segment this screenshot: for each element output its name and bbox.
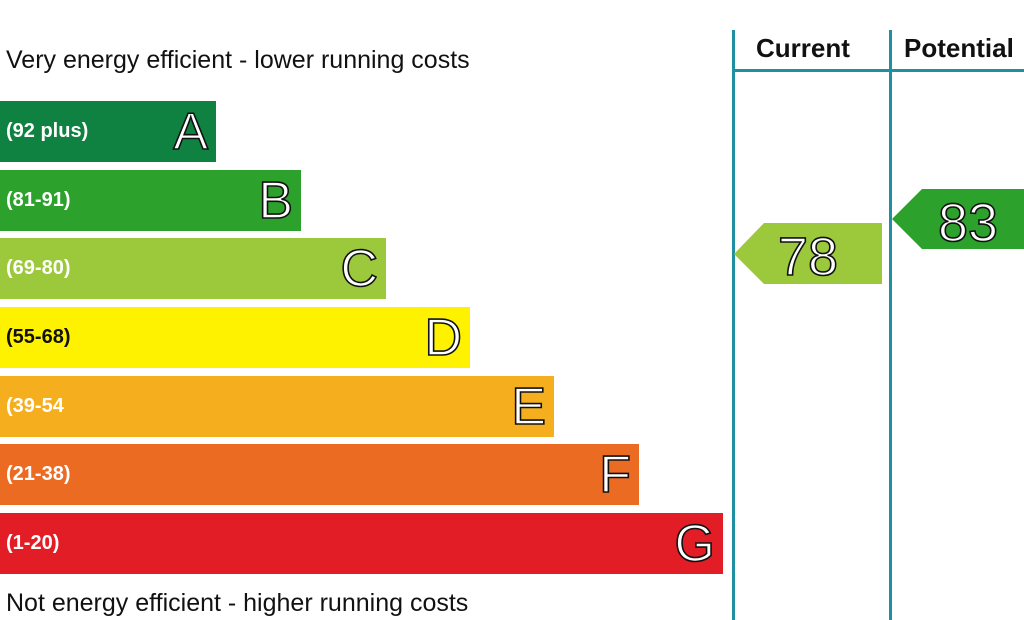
potential-rating-arrow: 83 xyxy=(892,189,1024,254)
potential-rating-arrow-shape xyxy=(892,189,1024,249)
band-b: (81-91) B xyxy=(0,170,301,231)
band-letter: A xyxy=(173,102,209,162)
band-letter: E xyxy=(511,377,547,437)
band-range-label: (55-68) xyxy=(6,326,71,348)
band-c: (69-80) C xyxy=(0,238,386,299)
band-e: (39-54 E xyxy=(0,376,554,437)
band-f: (21-38) F xyxy=(0,444,639,505)
band-d: (55-68) D xyxy=(0,307,470,368)
band-a: (92 plus) A xyxy=(0,101,216,162)
band-range-label: (92 plus) xyxy=(6,120,89,142)
column-divider-right xyxy=(889,30,892,620)
band-range-label: (69-80) xyxy=(6,257,71,279)
current-rating-arrow-shape xyxy=(734,223,882,284)
current-rating-value: 78 xyxy=(778,227,838,287)
band-range-label: (81-91) xyxy=(6,189,71,211)
band-letter: F xyxy=(598,445,631,505)
top-label: Very energy efficient - lower running co… xyxy=(6,46,470,74)
band-letter: G xyxy=(674,514,716,574)
band-letter: C xyxy=(340,239,379,299)
band-letter: B xyxy=(258,171,294,231)
band-letter: D xyxy=(424,308,463,368)
band-range-label: (39-54 xyxy=(6,395,64,417)
band-range-label: (21-38) xyxy=(6,463,71,485)
current-column-header: Current xyxy=(756,33,850,63)
band-range-label: (1-20) xyxy=(6,532,60,554)
potential-rating-value: 83 xyxy=(938,193,998,253)
header-divider xyxy=(732,69,1024,72)
band-g: (1-20) G xyxy=(0,513,723,574)
bottom-label: Not energy efficient - higher running co… xyxy=(6,589,469,617)
current-rating-arrow: 78 xyxy=(734,223,882,288)
column-divider-left xyxy=(732,30,735,620)
potential-column-header: Potential xyxy=(904,33,1014,63)
